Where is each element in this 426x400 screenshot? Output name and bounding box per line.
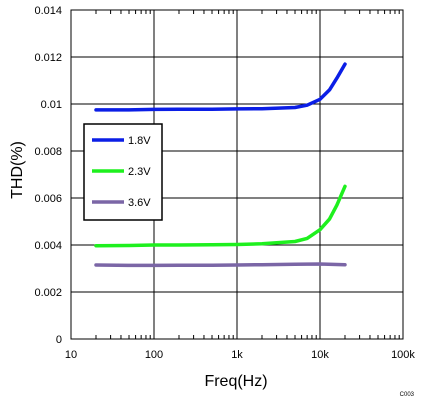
y-tick-label: 0: [56, 334, 62, 346]
x-axis-title: Freq(Hz): [204, 373, 267, 390]
x-tick-label: 10k: [311, 349, 329, 361]
plot-frame: [70, 9, 404, 340]
legend-label: 3.6V: [128, 197, 151, 209]
legend-label: 2.3V: [128, 166, 151, 178]
series-lines: [94, 62, 347, 268]
x-tick-label: 100k: [391, 349, 415, 361]
series-line-2.3V: [94, 184, 347, 248]
y-tick-label: 0.008: [34, 146, 62, 158]
y-tick-label: 0.006: [34, 193, 62, 205]
legend-label: 1.8V: [128, 135, 151, 147]
y-tick-label: 0.012: [34, 52, 62, 64]
figure-code: C003: [400, 392, 415, 398]
x-tick-label: 1k: [231, 349, 243, 361]
x-tick-label: 100: [145, 349, 163, 361]
y-tick-label: 0.01: [41, 99, 62, 111]
y-tick-label: 0.002: [34, 287, 62, 299]
y-tick-label: 0.014: [34, 5, 62, 17]
tick-labels: 0 0.002 0.004 0.006 0.008 0.01 0.012 0.014 10 100…: [34, 5, 415, 361]
series-line-3.6V: [94, 262, 347, 268]
series-line-1.8V: [94, 62, 347, 112]
y-tick-label: 0.004: [34, 240, 62, 252]
legend: 1.8V 2.3V 3.6V: [83, 123, 163, 221]
y-axis-title: THD(%): [9, 141, 26, 199]
x-tick-label: 10: [65, 349, 77, 361]
